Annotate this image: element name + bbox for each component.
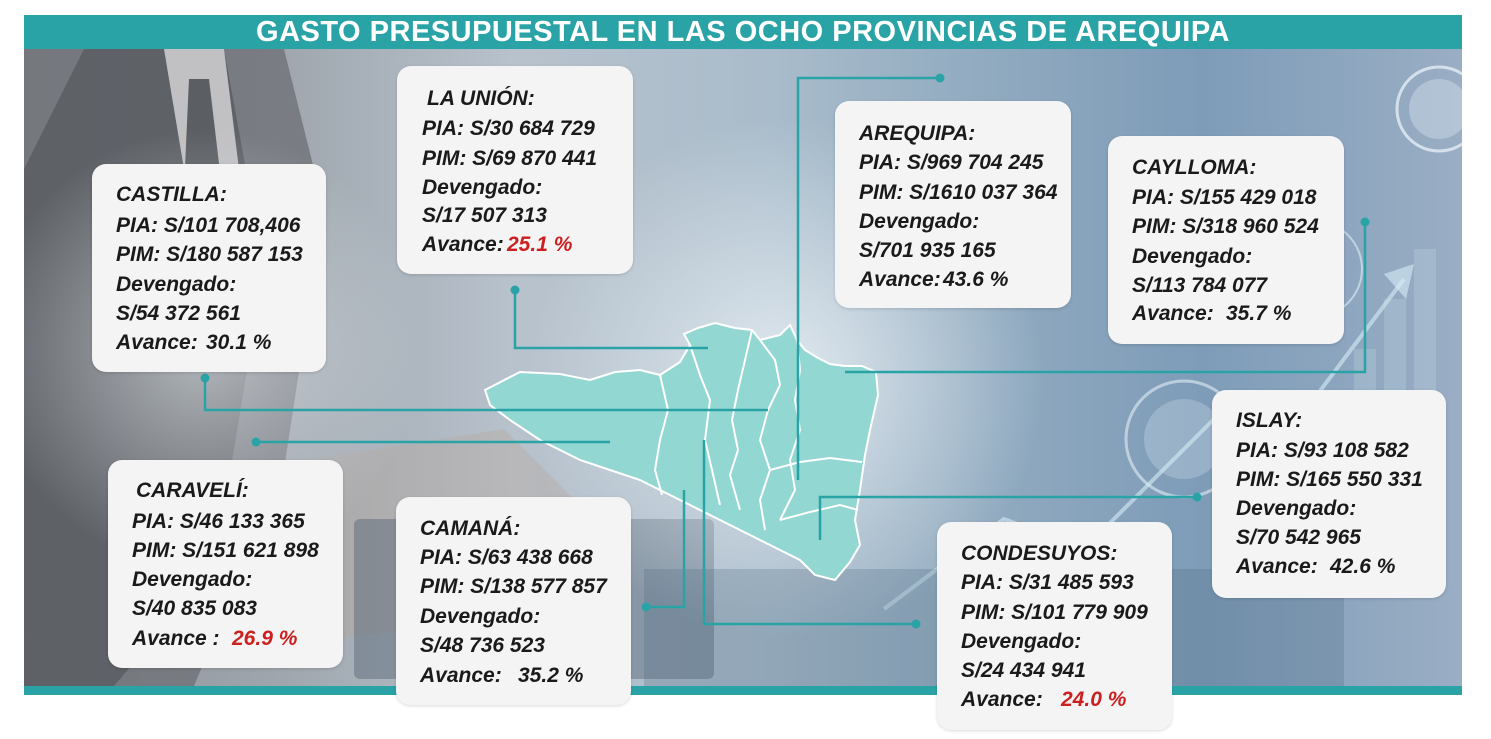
avance-label: Avance: — [961, 688, 1043, 711]
devengado-value: S/40 835 083 — [132, 597, 257, 620]
province-card-caraveli: CARAVELÍ: PIA: S/46 133 365 PIM: S/151 6… — [108, 460, 343, 668]
province-card-camana: CAMANÁ: PIA: S/63 438 668 PIM: S/138 577… — [396, 497, 631, 705]
devengado-value: S/48 736 523 — [420, 634, 545, 657]
border-castilla-condesuyos — [728, 329, 753, 511]
pia-value: PIA: S/46 133 365 — [132, 510, 305, 533]
province-card-islay: ISLAY: PIA: S/93 108 582 PIM: S/165 550 … — [1212, 390, 1446, 598]
border-camana-castilla — [689, 344, 721, 506]
avance-label: Avance: — [420, 664, 502, 687]
pia-value: PIA: S/155 429 018 — [1132, 186, 1317, 209]
avance-value: 26.9 % — [232, 627, 298, 650]
pim-value: PIM: S/101 779 909 — [961, 601, 1148, 624]
province-name: AREQUIPA: — [859, 122, 976, 145]
avance-label: Avance: — [1132, 302, 1214, 325]
connector-condesuyos — [702, 440, 916, 626]
province-name: LA UNIÓN: — [427, 87, 535, 110]
avance-value: 42.6 % — [1330, 555, 1396, 578]
border-condesuyos-arequipa — [758, 339, 782, 531]
avance-label: Avance: — [116, 331, 198, 354]
connector-la-union — [513, 290, 708, 350]
connector-islay — [818, 495, 1197, 540]
province-name: CAYLLOMA: — [1132, 156, 1257, 179]
border-islay — [779, 503, 859, 521]
avance-value: 35.7 % — [1226, 302, 1292, 325]
province-name: CASTILLA: — [116, 183, 227, 206]
connector-lines — [203, 76, 1367, 626]
avance-label: Avance: — [859, 268, 941, 291]
connector-caylloma — [845, 222, 1367, 374]
devengado-label: Devengado: — [1236, 497, 1357, 520]
devengado-label: Devengado: — [422, 176, 543, 199]
pia-value: PIA: S/30 684 729 — [422, 117, 595, 140]
border-arequipa-south — [769, 456, 863, 471]
pim-value: PIM: S/318 960 524 — [1132, 215, 1319, 238]
avance-value: 25.1 % — [507, 233, 573, 256]
avance-value: 43.6 % — [943, 268, 1009, 291]
devengado-value: S/701 935 165 — [859, 239, 996, 262]
pia-value: PIA: S/63 438 668 — [420, 546, 593, 569]
devengado-value: S/70 542 965 — [1236, 526, 1361, 549]
border-caylloma-arequipa — [779, 339, 802, 521]
avance-value: 30.1 % — [206, 331, 272, 354]
devengado-label: Devengado: — [420, 605, 541, 628]
bottom-bar — [24, 686, 1462, 695]
devengado-label: Devengado: — [859, 210, 980, 233]
pim-value: PIM: S/69 870 441 — [422, 147, 598, 170]
province-name: CONDESUYOS: — [961, 542, 1118, 565]
devengado-label: Devengado: — [961, 630, 1082, 653]
pim-value: PIM: S/151 621 898 — [132, 539, 319, 562]
devengado-value: S/24 434 941 — [961, 659, 1086, 682]
devengado-value: S/113 784 077 — [1132, 274, 1268, 297]
province-card-la-union: LA UNIÓN: PIA: S/30 684 729 PIM: S/69 87… — [397, 66, 633, 274]
devengado-value: S/54 372 561 — [116, 302, 241, 325]
devengado-label: Devengado: — [1132, 245, 1253, 268]
avance-label: Avance : — [132, 627, 220, 650]
pia-value: PIA: S/101 708,406 — [116, 214, 301, 237]
province-card-arequipa: AREQUIPA: PIA: S/969 704 245 PIM: S/1610… — [835, 101, 1071, 308]
devengado-label: Devengado: — [132, 568, 253, 591]
connector-dots — [200, 73, 1370, 629]
province-card-condesuyos: CONDESUYOS: PIA: S/31 485 593 PIM: S/101… — [937, 522, 1172, 730]
province-card-caylloma: CAYLLOMA: PIA: S/155 429 018 PIM: S/318 … — [1108, 136, 1344, 344]
province-name: CAMANÁ: — [420, 517, 521, 540]
pim-value: PIM: S/180 587 153 — [116, 243, 303, 266]
pim-value: PIM: S/165 550 331 — [1236, 468, 1423, 491]
pia-value: PIA: S/93 108 582 — [1236, 439, 1409, 462]
devengado-label: Devengado: — [116, 273, 237, 296]
connector-castilla — [203, 378, 768, 412]
title-bar: GASTO PRESUPUESTAL EN LAS OCHO PROVINCIA… — [24, 15, 1462, 49]
devengado-value: S/17 507 313 — [422, 204, 547, 227]
province-name: ISLAY: — [1236, 409, 1303, 432]
page-title: GASTO PRESUPUESTAL EN LAS OCHO PROVINCIA… — [256, 15, 1230, 48]
connector-camana — [646, 490, 686, 609]
border-caraveli-camana — [653, 374, 670, 496]
avance-label: Avance: — [422, 233, 504, 256]
province-name: CARAVELÍ: — [136, 479, 249, 502]
province-card-castilla: CASTILLA: PIA: S/101 708,406 PIM: S/180 … — [92, 164, 326, 372]
pim-value: PIM: S/1610 037 364 — [859, 181, 1058, 204]
avance-value: 35.2 % — [518, 664, 584, 687]
pim-value: PIM: S/138 577 857 — [420, 575, 607, 598]
pia-value: PIA: S/969 704 245 — [859, 151, 1044, 174]
avance-label: Avance: — [1236, 555, 1318, 578]
connector-arequipa — [796, 76, 940, 480]
avance-value: 24.0 % — [1061, 688, 1127, 711]
pia-value: PIA: S/31 485 593 — [961, 571, 1134, 594]
